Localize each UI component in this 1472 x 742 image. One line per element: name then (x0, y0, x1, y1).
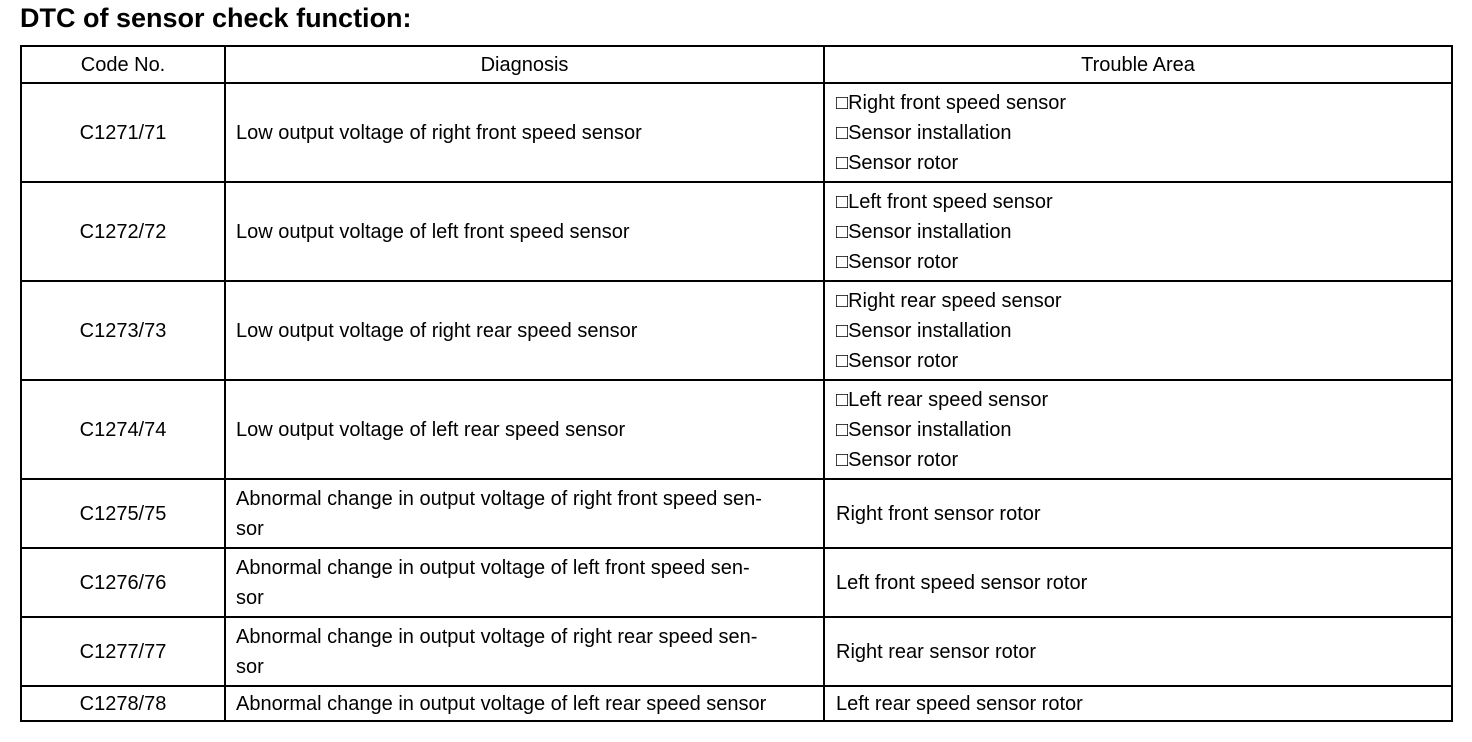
table-row: C1275/75 Abnormal change in output voltag… (20, 478, 1453, 549)
trouble-item: □Right front speed sensor (836, 91, 1066, 114)
trouble-item: □Right rear speed sensor (836, 289, 1062, 312)
diagnosis-cell: Abnormal change in output voltage of lef… (224, 547, 825, 618)
code-cell: C1278/78 (20, 685, 226, 722)
diagnosis-cell: Low output voltage of left rear speed se… (224, 379, 825, 480)
trouble-item: □Sensor installation (836, 220, 1012, 243)
trouble-cell: □Left rear speed sensor □Sensor installat… (823, 379, 1453, 480)
diagnosis-line: Low output voltage of left rear speed se… (236, 418, 626, 441)
trouble-cell: Right rear sensor rotor (823, 616, 1453, 687)
trouble-item: Left front speed sensor rotor (836, 571, 1088, 594)
code-cell: C1277/77 (20, 616, 226, 687)
code-cell: C1272/72 (20, 181, 226, 282)
trouble-item: □Sensor installation (836, 121, 1012, 144)
column-header: Diagnosis (224, 45, 825, 84)
diagnosis-cell: Abnormal change in output voltage of lef… (224, 685, 825, 722)
diagnosis-line: Low output voltage of right rear speed s… (236, 319, 638, 342)
diagnosis-cell: Abnormal change in output voltage of rig… (224, 616, 825, 687)
column-header: Trouble Area (823, 45, 1453, 84)
diagnosis-line: Low output voltage of left front speed s… (236, 220, 630, 243)
table-row: C1274/74 Low output voltage of left rear … (20, 379, 1453, 480)
trouble-cell: Left rear speed sensor rotor (823, 685, 1453, 722)
diagnosis-cell: Low output voltage of right front speed … (224, 82, 825, 183)
diagnosis-cell: Low output voltage of left front speed s… (224, 181, 825, 282)
trouble-item: □Left front speed sensor (836, 190, 1053, 213)
table-body: C1271/71 Low output voltage of right fron… (20, 82, 1453, 722)
trouble-cell: □Right rear speed sensor □Sensor installa… (823, 280, 1453, 381)
table-row: C1272/72 Low output voltage of left front… (20, 181, 1453, 282)
diagnosis-line: Abnormal change in output voltage of rig… (236, 625, 758, 648)
diagnosis-line: Abnormal change in output voltage of lef… (236, 692, 767, 715)
diagnosis-line: sor (236, 517, 264, 540)
table-row: C1273/73 Low output voltage of right rear… (20, 280, 1453, 381)
header-row: Code No. Diagnosis Trouble Area (20, 45, 1453, 84)
trouble-item: Left rear speed sensor rotor (836, 692, 1083, 715)
diagnosis-cell: Abnormal change in output voltage of rig… (224, 478, 825, 549)
column-header: Code No. (20, 45, 226, 84)
trouble-item: □Sensor installation (836, 418, 1012, 441)
trouble-cell: □Left front speed sensor □Sensor installa… (823, 181, 1453, 282)
diagnosis-line: sor (236, 586, 264, 609)
code-cell: C1274/74 (20, 379, 226, 480)
diagnosis-line: Abnormal change in output voltage of rig… (236, 487, 762, 510)
table-row: C1278/78 Abnormal change in output voltag… (20, 685, 1453, 722)
code-cell: C1276/76 (20, 547, 226, 618)
trouble-cell: Right front sensor rotor (823, 478, 1453, 549)
trouble-item: □Sensor installation (836, 319, 1012, 342)
trouble-item: Right rear sensor rotor (836, 640, 1037, 663)
table-row: C1271/71 Low output voltage of right fron… (20, 82, 1453, 183)
trouble-item: □Sensor rotor (836, 448, 959, 471)
trouble-item: □Sensor rotor (836, 151, 959, 174)
title: DTC of sensor check function: (20, 3, 412, 33)
code-cell: C1275/75 (20, 478, 226, 549)
code-cell: C1273/73 (20, 280, 226, 381)
trouble-item: □Sensor rotor (836, 349, 959, 372)
trouble-cell: Left front speed sensor rotor (823, 547, 1453, 618)
trouble-item: Right front sensor rotor (836, 502, 1041, 525)
diagnosis-line: Abnormal change in output voltage of lef… (236, 556, 750, 579)
table-row: C1277/77 Abnormal change in output voltag… (20, 616, 1453, 687)
trouble-cell: □Right front speed sensor □Sensor install… (823, 82, 1453, 183)
trouble-item: □Sensor rotor (836, 250, 959, 273)
diagnosis-line: sor (236, 655, 264, 678)
diagnosis-cell: Low output voltage of right rear speed s… (224, 280, 825, 381)
dtc-table: Code No. Diagnosis Trouble Area C1271/71 Lo… (20, 45, 1453, 722)
trouble-item: □Left rear speed sensor (836, 388, 1049, 411)
diagnosis-line: Low output voltage of right front speed … (236, 121, 642, 144)
code-cell: C1271/71 (20, 82, 226, 183)
table-row: C1276/76 Abnormal change in output voltag… (20, 547, 1453, 618)
